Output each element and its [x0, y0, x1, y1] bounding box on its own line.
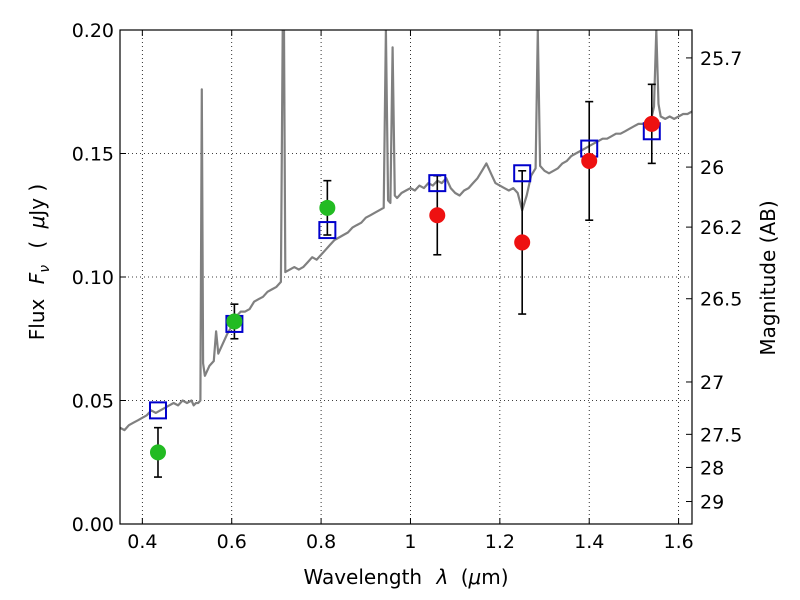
spectrum-line — [120, 30, 692, 432]
marker-layer — [148, 115, 661, 461]
y-axis-title: Flux Fν ( μJy ) — [25, 184, 54, 340]
observed_red-point — [514, 234, 531, 251]
y-tick-label: 0.20 — [72, 20, 114, 42]
x-tick-label: 1.4 — [574, 531, 604, 553]
y2-tick-label: 25.7 — [700, 48, 742, 70]
y2-tick-label: 28 — [700, 457, 724, 479]
x-axis-title-unit-rest: m) — [481, 565, 508, 589]
x-axis-title-unit-mu: μ — [468, 565, 482, 589]
y-tick-label: 0.05 — [72, 391, 114, 413]
y-axis-title-unit-rest: Jy ) — [25, 184, 49, 218]
y-axis-title-subscript: ν — [37, 265, 53, 273]
y-axis-title-symbol: F — [25, 272, 49, 284]
model-square-marker — [428, 174, 447, 193]
x-axis-title-text: Wavelength — [303, 565, 422, 589]
y2-tick-label: 26.2 — [700, 217, 742, 239]
y-tick-label: 0.15 — [72, 144, 114, 166]
y2-tick-label: 26.5 — [700, 289, 742, 311]
x-tick-label: 1.2 — [485, 531, 515, 553]
observed_red-point — [429, 207, 446, 224]
y2-tick-label: 26 — [700, 157, 724, 179]
observed_green-point — [319, 199, 336, 216]
tick-layer — [120, 29, 692, 525]
x-axis-title-symbol: λ — [435, 565, 448, 589]
x-tick-label: 1.6 — [663, 531, 693, 553]
observed_green-point — [226, 313, 243, 330]
x-tick-label: 0.4 — [127, 531, 157, 553]
tick-label-layer: 0.4 0.6 0.8 1 1.2 1.4 1.6 0.00 0.05 0.10 0.15 0.20 2… — [72, 20, 743, 553]
y2-tick-label: 29 — [700, 492, 724, 514]
x-tick-label: 0.8 — [306, 531, 336, 553]
observed_red-point — [643, 115, 660, 132]
x-axis-title: Wavelength λ (μm) — [303, 565, 508, 589]
y2-tick-label: 27.5 — [700, 424, 742, 446]
observed_red-point — [581, 152, 598, 169]
y-axis-title-unit-mu: μ — [25, 216, 49, 230]
y-axis-title-text: Flux — [25, 298, 49, 340]
spectrum-layer — [120, 30, 692, 432]
model-square-marker — [148, 401, 167, 420]
y-tick-label: 0.10 — [72, 267, 114, 289]
model-square-marker — [513, 164, 532, 183]
model-square-marker — [318, 221, 337, 240]
y2-tick-label: 27 — [700, 372, 724, 394]
y-axis-title-unit-open: ( — [25, 241, 49, 249]
observed_green-point — [149, 444, 166, 461]
x-tick-label: 1 — [404, 531, 416, 553]
x-tick-label: 0.6 — [217, 531, 247, 553]
y-tick-label: 0.00 — [72, 514, 114, 536]
x-axis-title-unit-open: ( — [461, 565, 469, 589]
y2-axis-title: Magnitude (AB) — [756, 200, 780, 355]
